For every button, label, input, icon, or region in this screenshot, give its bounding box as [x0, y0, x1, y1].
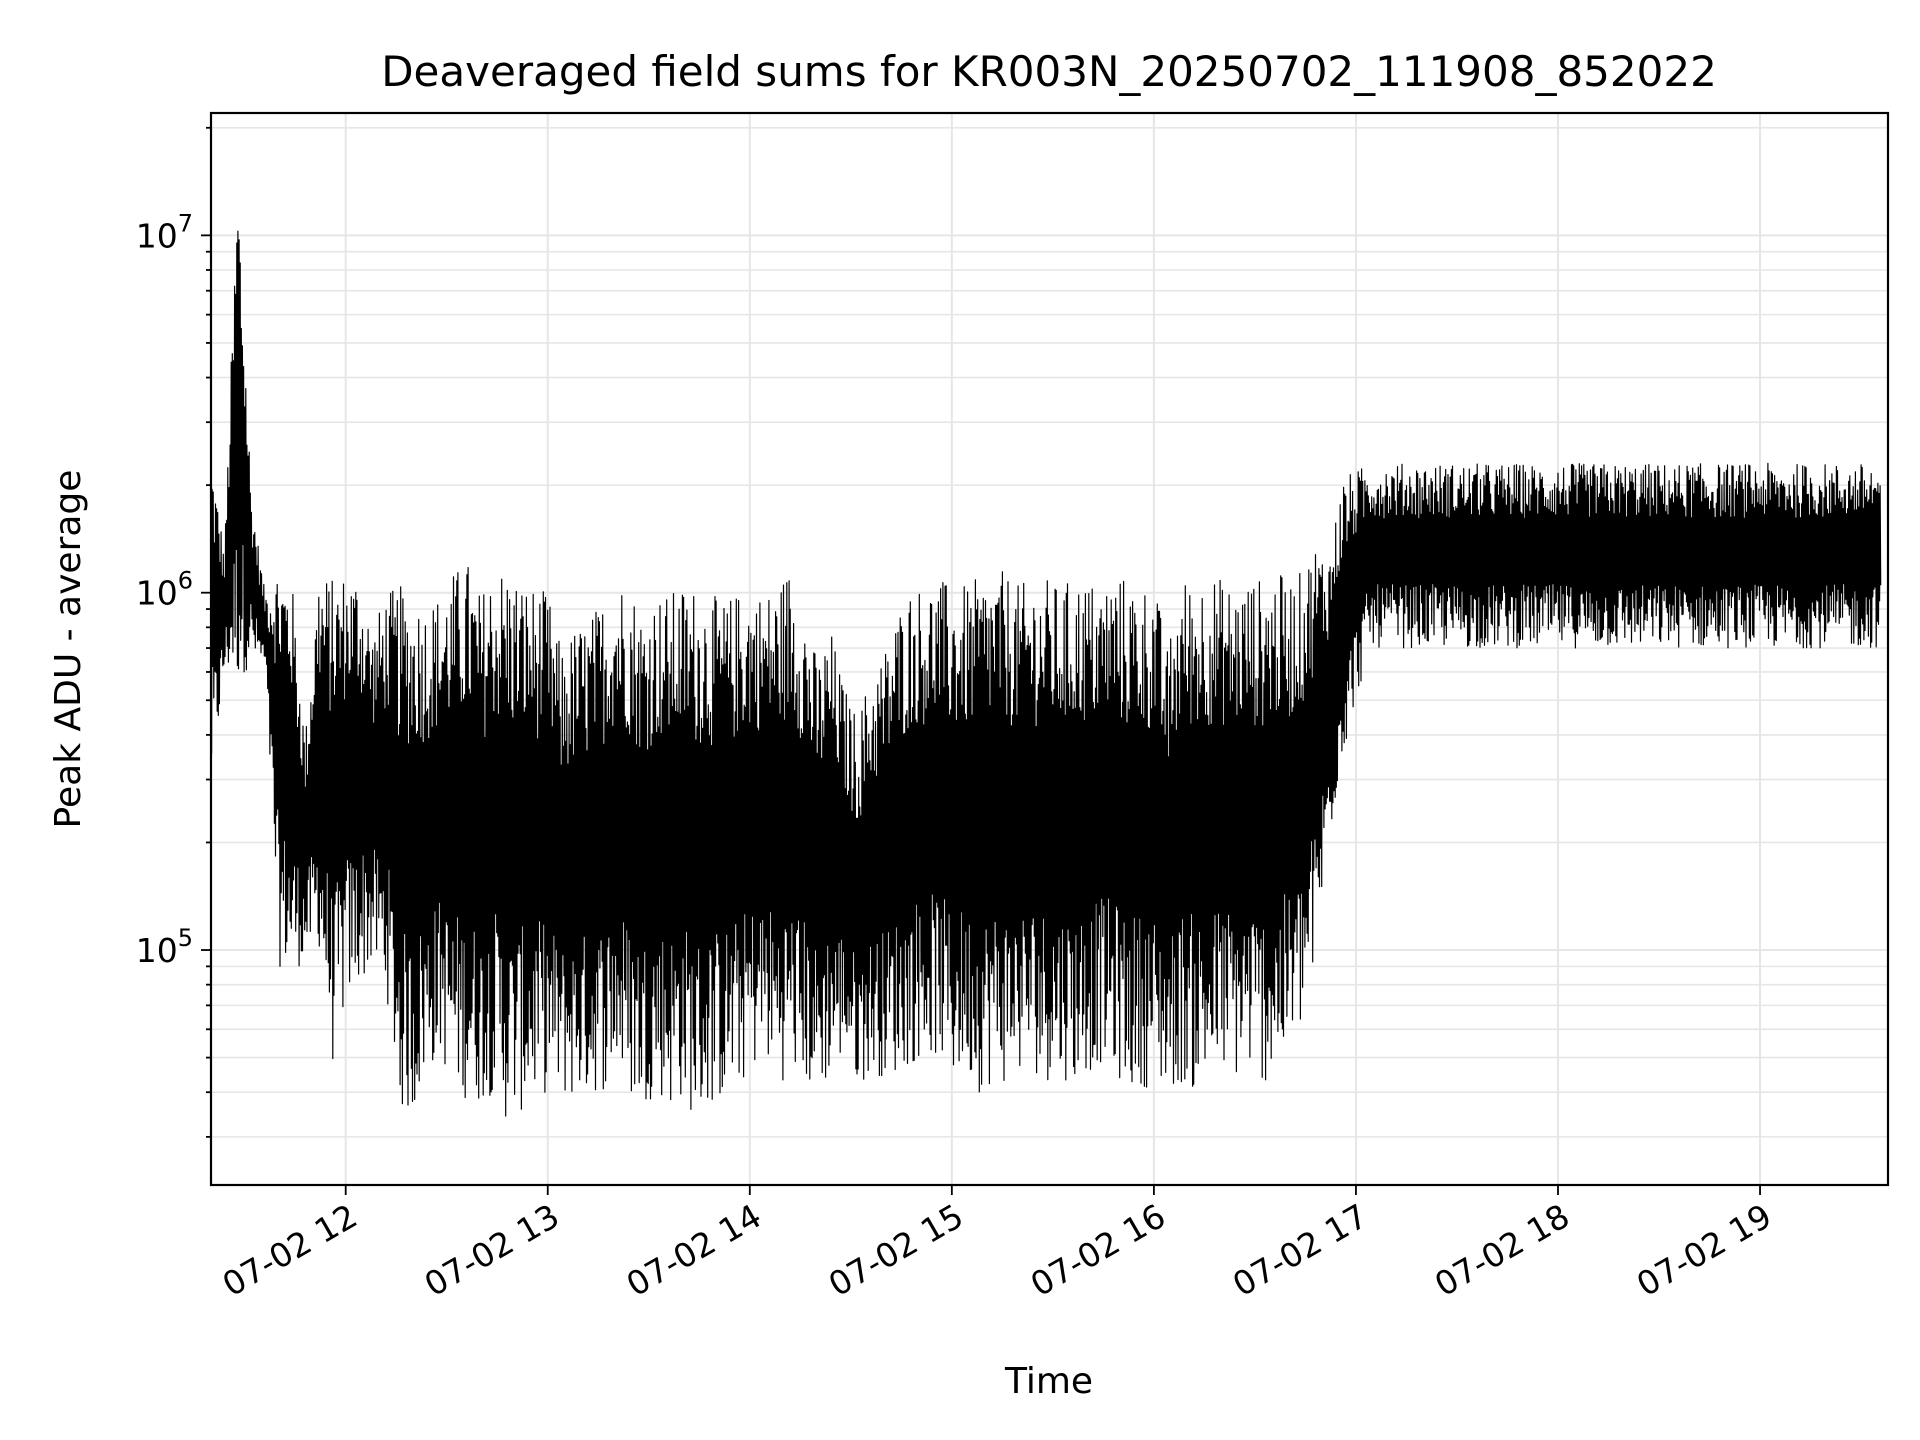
plot-frame [209, 111, 1890, 1187]
y-tick-label: 105 [136, 924, 193, 970]
data-series [210, 230, 1882, 1117]
series-line [210, 230, 1882, 1117]
y-tick-label: 106 [136, 567, 193, 613]
y-axis-label: Peak ADU - average [48, 470, 89, 829]
chart-title: Deaveraged field sums for KR003N_2025070… [381, 47, 1717, 96]
y-tick-label: 107 [136, 209, 193, 255]
x-axis-label: Time [1004, 1361, 1093, 1402]
